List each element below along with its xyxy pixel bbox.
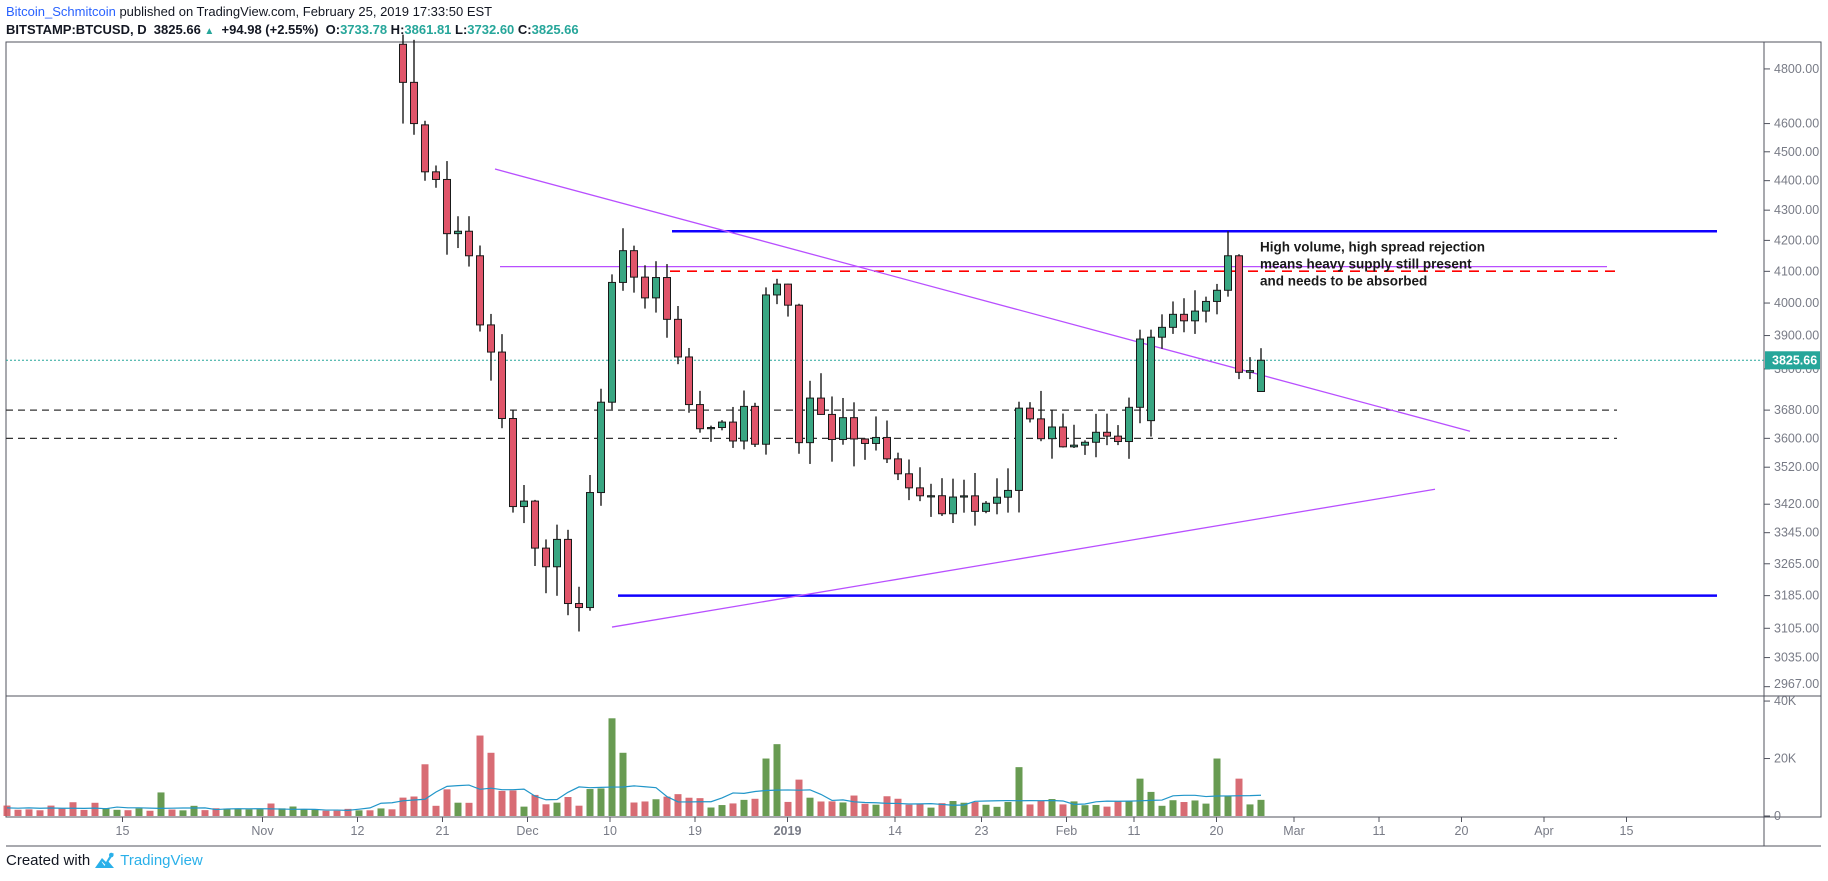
svg-text:3420.00: 3420.00 bbox=[1774, 497, 1819, 511]
svg-text:4600.00: 4600.00 bbox=[1774, 117, 1819, 131]
svg-text:23: 23 bbox=[975, 824, 989, 838]
svg-text:0: 0 bbox=[1774, 809, 1781, 823]
svg-text:4000.00: 4000.00 bbox=[1774, 296, 1819, 310]
svg-text:3345.00: 3345.00 bbox=[1774, 526, 1819, 540]
svg-text:3185.00: 3185.00 bbox=[1774, 589, 1819, 603]
svg-text:Mar: Mar bbox=[1283, 824, 1305, 838]
svg-text:3600.00: 3600.00 bbox=[1774, 431, 1819, 445]
svg-text:means heavy supply still prese: means heavy supply still present bbox=[1260, 256, 1472, 271]
svg-text:4400.00: 4400.00 bbox=[1774, 174, 1819, 188]
svg-text:4100.00: 4100.00 bbox=[1774, 264, 1819, 278]
svg-text:20K: 20K bbox=[1774, 752, 1797, 766]
svg-text:High volume, high spread rejec: High volume, high spread rejection bbox=[1260, 239, 1485, 254]
svg-text:21: 21 bbox=[436, 824, 450, 838]
svg-text:3035.00: 3035.00 bbox=[1774, 651, 1819, 665]
svg-text:11: 11 bbox=[1128, 824, 1141, 838]
svg-text:4300.00: 4300.00 bbox=[1774, 203, 1819, 217]
svg-text:10: 10 bbox=[603, 824, 617, 838]
svg-text:20: 20 bbox=[1455, 824, 1469, 838]
svg-text:Dec: Dec bbox=[516, 824, 538, 838]
svg-text:3105.00: 3105.00 bbox=[1774, 621, 1819, 635]
svg-text:40K: 40K bbox=[1774, 694, 1797, 708]
svg-text:12: 12 bbox=[351, 824, 365, 838]
svg-text:3680.00: 3680.00 bbox=[1774, 403, 1819, 417]
svg-text:3265.00: 3265.00 bbox=[1774, 557, 1819, 571]
svg-text:20: 20 bbox=[1210, 824, 1224, 838]
svg-text:19: 19 bbox=[688, 824, 702, 838]
svg-text:4200.00: 4200.00 bbox=[1774, 233, 1819, 247]
svg-text:15: 15 bbox=[116, 824, 130, 838]
svg-text:3520.00: 3520.00 bbox=[1774, 460, 1819, 474]
svg-text:15: 15 bbox=[1620, 824, 1634, 838]
svg-text:Feb: Feb bbox=[1056, 824, 1078, 838]
svg-text:11: 11 bbox=[1373, 824, 1386, 838]
svg-text:Nov: Nov bbox=[251, 824, 274, 838]
svg-text:4500.00: 4500.00 bbox=[1774, 145, 1819, 159]
svg-text:and needs to be absorbed: and needs to be absorbed bbox=[1260, 273, 1427, 288]
svg-text:3825.66: 3825.66 bbox=[1772, 353, 1817, 367]
svg-text:2019: 2019 bbox=[774, 824, 802, 838]
svg-text:2967.00: 2967.00 bbox=[1774, 677, 1819, 691]
svg-text:14: 14 bbox=[888, 824, 902, 838]
svg-text:Apr: Apr bbox=[1534, 824, 1553, 838]
svg-text:3900.00: 3900.00 bbox=[1774, 329, 1819, 343]
svg-text:4800.00: 4800.00 bbox=[1774, 62, 1819, 76]
